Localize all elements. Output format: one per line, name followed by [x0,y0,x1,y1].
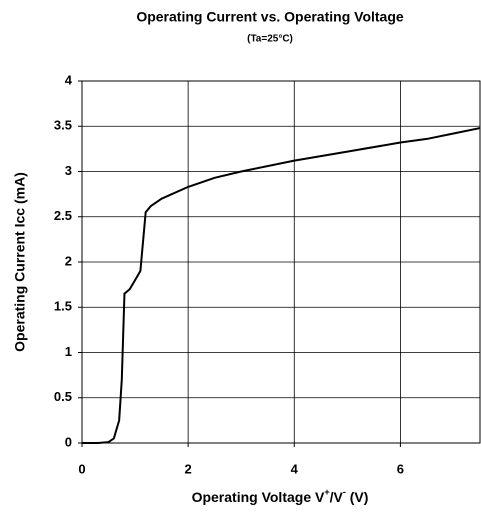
y-tick-label: 0 [65,434,72,449]
x-axis-label: Operating Voltage V+/V- (V) [192,487,369,504]
y-tick-label: 0.5 [54,389,72,404]
x-tick-label: 4 [291,461,299,476]
chart-title: Operating Current vs. Operating Voltage [136,9,404,25]
x-axis-label-part: - [343,487,346,497]
chart-subtitle: (Ta=25°C) [247,34,293,45]
y-axis-label: Operating Current Icc (mA) [12,172,28,352]
y-tick-label: 3 [65,163,72,178]
x-axis-label-part: (V) [346,489,369,505]
y-tick-label: 2.5 [54,208,72,223]
x-axis-label-part: /V [330,489,344,505]
x-tick-label: 2 [185,461,192,476]
y-tick-label: 1.5 [54,299,72,314]
y-tick-label: 1 [65,344,72,359]
x-tick-label: 6 [397,461,404,476]
y-tick-label: 4 [65,72,73,87]
plot-frame [81,80,481,444]
y-tick-label: 3.5 [54,118,72,133]
x-tick-label: 0 [78,461,85,476]
data-line [82,127,481,444]
x-axis-label-part: Operating Voltage V [192,489,325,505]
x-axis-label-part: + [324,487,329,497]
y-tick-label: 2 [65,253,72,268]
